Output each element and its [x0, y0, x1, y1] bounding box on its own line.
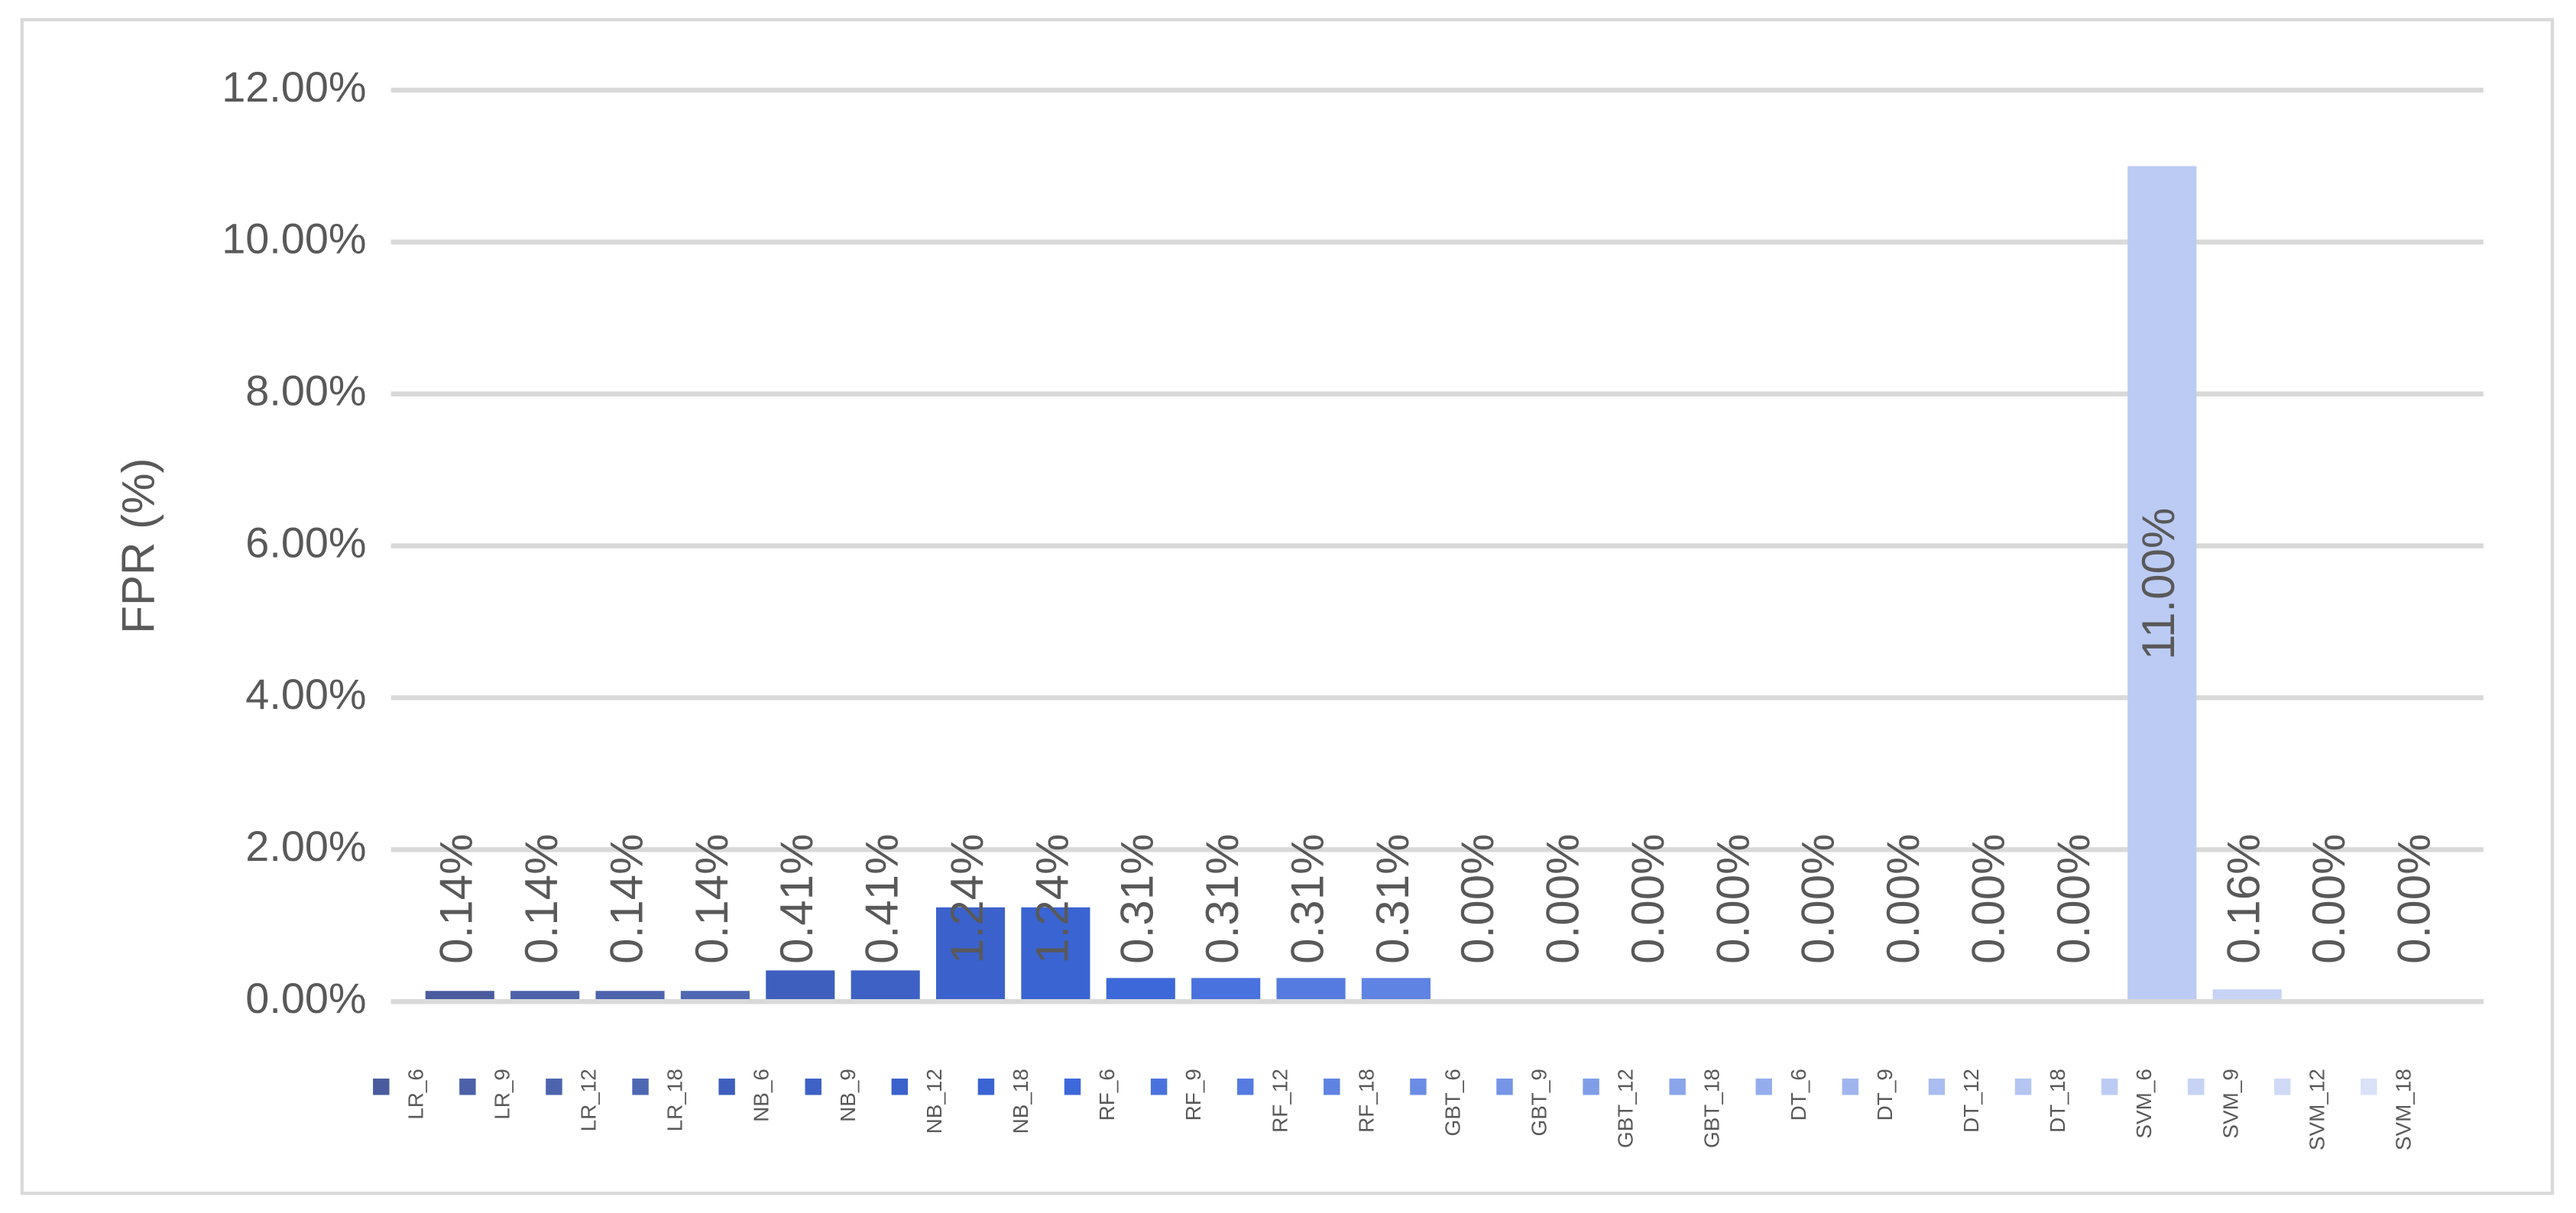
data-label: 0.14%	[516, 833, 567, 963]
legend-swatch	[1669, 1079, 1686, 1095]
legend-label: SVM_9	[2218, 1069, 2242, 1138]
legend-swatch	[977, 1079, 995, 1095]
legend-label: NB_6	[750, 1069, 773, 1122]
y-tick-label: 6.00%	[245, 518, 366, 566]
data-label: 0.00%	[1622, 833, 1674, 963]
data-label: 1.24%	[1026, 833, 1077, 963]
bar	[2212, 989, 2282, 1002]
data-label: 0.41%	[857, 833, 908, 963]
legend-label: LR_18	[663, 1069, 687, 1131]
data-label: 0.00%	[1793, 833, 1844, 963]
legend-swatch	[1236, 1079, 1254, 1095]
data-label: 0.16%	[2218, 833, 2270, 963]
legend-label: GBT_9	[1528, 1069, 1551, 1136]
data-label: 1.24%	[941, 833, 993, 963]
legend-label: GBT_6	[1440, 1069, 1464, 1136]
legend-label: LR_12	[577, 1069, 601, 1131]
legend-label: GBT_12	[1614, 1069, 1638, 1148]
legend-swatch	[1324, 1079, 1340, 1095]
legend-swatch	[373, 1079, 390, 1095]
legend-swatch	[1496, 1079, 1513, 1095]
bar	[510, 991, 580, 1002]
data-label: 0.00%	[2303, 833, 2354, 963]
bar	[680, 991, 750, 1002]
y-tick-label: 8.00%	[245, 366, 366, 414]
legend-label: DT_6	[1787, 1069, 1810, 1121]
legend-swatch	[1410, 1079, 1427, 1095]
bar	[425, 991, 494, 1002]
legend-label: LR_6	[403, 1069, 427, 1120]
data-label: 0.00%	[2388, 833, 2439, 963]
legend-label: SVM_6	[2132, 1069, 2156, 1138]
data-label: 0.00%	[1878, 833, 1929, 963]
legend-swatch	[1150, 1079, 1168, 1095]
data-label: 0.00%	[1707, 833, 1758, 963]
legend-swatch	[459, 1079, 476, 1095]
bar	[2127, 166, 2197, 1002]
data-label: 0.14%	[431, 833, 482, 963]
legend-label: RF_12	[1268, 1069, 1291, 1133]
legend-swatch	[632, 1079, 649, 1095]
y-tick-label: 0.00%	[245, 974, 366, 1022]
legend-swatch	[1842, 1079, 1859, 1095]
legend-swatch	[546, 1079, 562, 1095]
legend-swatch	[1755, 1079, 1772, 1095]
legend-label: NB_12	[922, 1069, 946, 1134]
legend-swatch	[1583, 1079, 1599, 1095]
legend-label: GBT_18	[1700, 1069, 1724, 1148]
legend-swatch	[805, 1079, 821, 1095]
data-label: 0.00%	[2048, 833, 2099, 963]
data-label: 0.31%	[1112, 833, 1163, 963]
y-tick-label: 12.00%	[222, 63, 366, 111]
legend-label: RF_6	[1095, 1069, 1119, 1121]
legend-swatch	[2014, 1079, 2032, 1095]
data-label: 0.14%	[686, 833, 737, 963]
data-label: 0.31%	[1197, 833, 1248, 963]
y-tick-label: 2.00%	[245, 822, 366, 870]
legend-label: SVM_12	[2305, 1069, 2328, 1150]
data-label: 0.31%	[1282, 833, 1333, 963]
data-label: 0.41%	[771, 833, 822, 963]
legend-swatch	[1064, 1079, 1081, 1095]
legend-swatch	[2274, 1079, 2291, 1095]
legend-swatch	[718, 1079, 735, 1095]
legend-swatch	[1928, 1079, 1946, 1095]
data-label: 11.00%	[2133, 508, 2184, 660]
legend-label: DT_9	[1873, 1069, 1897, 1121]
data-label: 0.00%	[1452, 833, 1503, 963]
y-tick-label: 4.00%	[245, 670, 366, 718]
bar	[766, 970, 835, 1002]
data-label: 0.31%	[1367, 833, 1418, 963]
data-label: 0.14%	[601, 833, 652, 963]
bar	[1021, 907, 1090, 1002]
legend-label: LR_9	[490, 1069, 514, 1120]
bar	[1191, 978, 1261, 1002]
y-axis-title: FPR (%)	[112, 458, 164, 633]
legend-swatch	[891, 1079, 909, 1095]
bar	[595, 991, 665, 1002]
legend-swatch	[2101, 1079, 2118, 1095]
legend-swatch	[2361, 1079, 2377, 1095]
legend-label: SVM_18	[2391, 1069, 2415, 1150]
legend-label: DT_18	[2046, 1069, 2069, 1133]
bar	[851, 970, 920, 1002]
y-tick-label: 10.00%	[222, 215, 366, 263]
legend-label: RF_18	[1354, 1069, 1378, 1133]
legend-label: NB_9	[836, 1069, 860, 1122]
bar	[1276, 978, 1346, 1002]
legend-label: NB_18	[1009, 1069, 1032, 1134]
legend-label: DT_12	[1959, 1069, 1983, 1133]
data-label: 0.00%	[1537, 833, 1589, 963]
bar	[1361, 978, 1431, 1002]
data-label: 0.00%	[1962, 833, 2014, 963]
legend-swatch	[2187, 1079, 2205, 1095]
bar	[935, 907, 1006, 1002]
legend-label: RF_9	[1181, 1069, 1205, 1121]
bar	[1106, 978, 1175, 1002]
